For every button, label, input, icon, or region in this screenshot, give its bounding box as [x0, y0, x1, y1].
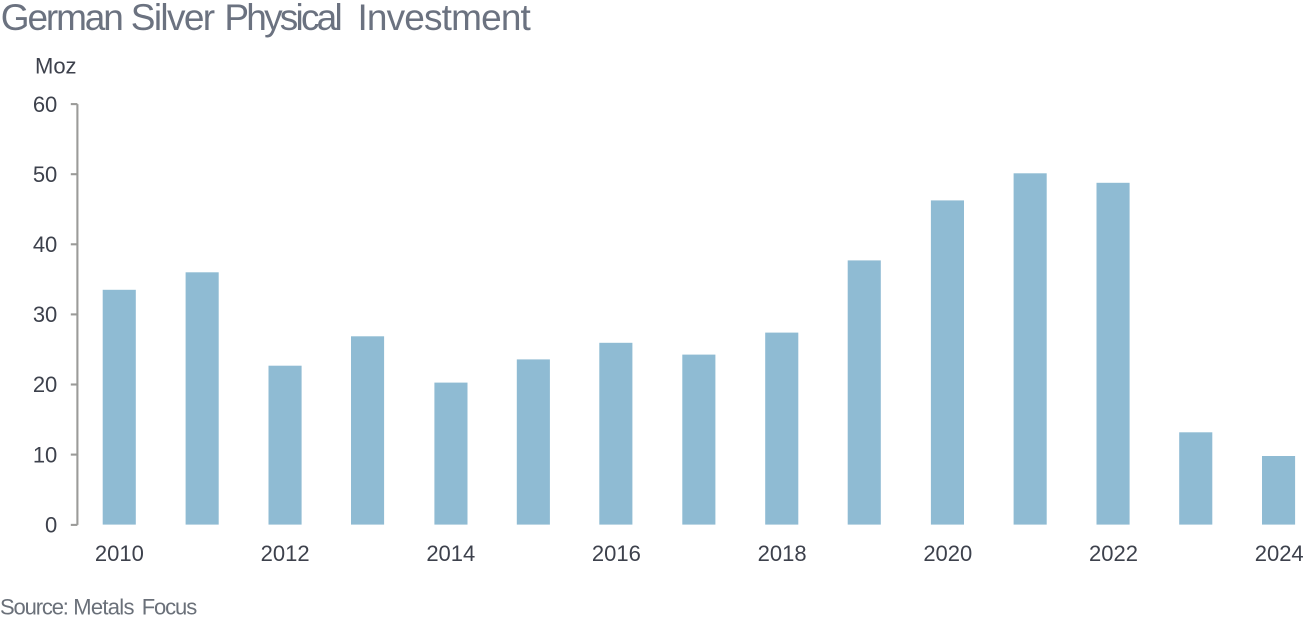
- svg-text:Investment: Investment: [358, 0, 532, 38]
- svg-text:2018: 2018: [758, 541, 807, 566]
- svg-text:2012: 2012: [261, 541, 310, 566]
- svg-text:Physical: Physical: [224, 0, 340, 38]
- svg-text:50: 50: [33, 162, 57, 187]
- svg-text:30: 30: [33, 302, 57, 327]
- svg-text:20: 20: [33, 372, 57, 397]
- svg-text:2024: 2024: [1255, 541, 1304, 566]
- svg-text:40: 40: [33, 232, 57, 257]
- svg-text:2022: 2022: [1089, 541, 1138, 566]
- svg-text:0: 0: [45, 512, 57, 537]
- svg-text:2014: 2014: [426, 541, 475, 566]
- svg-text:Focus: Focus: [142, 595, 198, 618]
- svg-text:Source:: Source:: [0, 595, 68, 618]
- svg-text:Moz: Moz: [35, 54, 77, 79]
- svg-text:10: 10: [33, 442, 57, 467]
- svg-text:2016: 2016: [592, 541, 641, 566]
- svg-text:2010: 2010: [95, 541, 144, 566]
- svg-text:60: 60: [33, 92, 57, 117]
- svg-text:German: German: [1, 0, 122, 38]
- svg-text:Metals: Metals: [73, 595, 134, 618]
- svg-text:2020: 2020: [923, 541, 972, 566]
- svg-text:Silver: Silver: [131, 0, 215, 38]
